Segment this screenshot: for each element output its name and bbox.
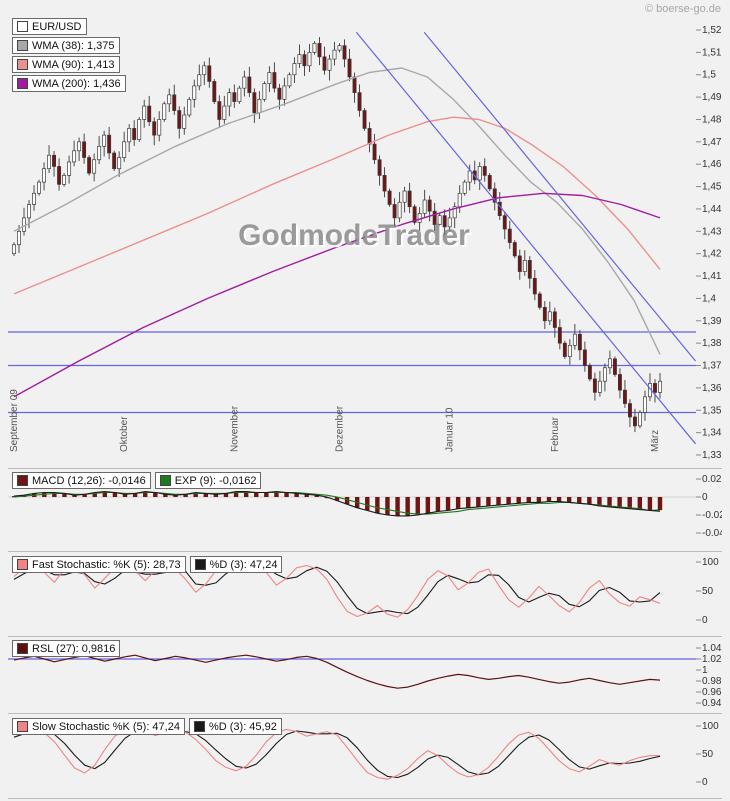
fast-d-swatch <box>194 559 206 570</box>
svg-text:1,51: 1,51 <box>702 47 722 58</box>
rsl-legend: RSL (27): 0,9816 <box>12 640 121 657</box>
svg-text:1,5: 1,5 <box>702 70 716 81</box>
price-panel: 1,52 1,51 1,5 1,49 1,48 1,47 1,46 1,45 1,44 1,43 1… <box>8 16 722 468</box>
price-chart-canvas: 1,52 1,51 1,5 1,49 1,48 1,47 1,46 1,45 1,44 1,43 1… <box>8 25 722 461</box>
legend-entry-macd: MACD (12,26): -0,0146 <box>12 472 151 489</box>
fast-k-swatch <box>17 559 28 570</box>
svg-text:50: 50 <box>702 586 714 597</box>
legend-label-exp: EXP (9): -0,0162 <box>174 474 257 487</box>
legend-entry-exp: EXP (9): -0,0162 <box>154 472 262 489</box>
svg-text:0.94: 0.94 <box>702 698 722 709</box>
svg-text:-0.02: -0.02 <box>702 510 722 521</box>
svg-text:0: 0 <box>702 492 708 503</box>
wma200-swatch <box>17 78 28 89</box>
svg-text:1,43: 1,43 <box>702 226 722 237</box>
slow-k-swatch <box>17 721 28 732</box>
site-watermark: © boerse-go.de <box>645 3 721 15</box>
svg-text:1,47: 1,47 <box>702 137 722 148</box>
svg-text:1,46: 1,46 <box>702 159 722 170</box>
svg-text:Januar 10: Januar 10 <box>445 407 456 452</box>
svg-text:1: 1 <box>702 665 708 676</box>
macd-legend: MACD (12,26): -0,0146 EXP (9): -0,0162 <box>12 472 262 489</box>
svg-text:0.02: 0.02 <box>702 474 722 485</box>
svg-text:1,36: 1,36 <box>702 383 722 394</box>
legend-label-rsl: RSL (27): 0,9816 <box>32 642 116 655</box>
svg-text:100: 100 <box>702 557 719 568</box>
symbol-swatch <box>17 21 28 32</box>
legend-label-slow-d: %D (3): 45,92 <box>208 720 277 733</box>
svg-text:1,39: 1,39 <box>702 316 722 327</box>
legend-entry-wma38: WMA (38): 1,375 <box>12 37 120 54</box>
svg-text:100: 100 <box>702 721 719 732</box>
svg-text:Dezember: Dezember <box>335 405 346 452</box>
svg-text:1,37: 1,37 <box>702 361 722 372</box>
svg-text:November: November <box>229 405 240 452</box>
svg-text:Februar: Februar <box>550 416 561 452</box>
legend-label-wma90: WMA (90): 1,413 <box>32 58 115 71</box>
svg-text:1,52: 1,52 <box>702 25 722 36</box>
svg-text:1,33: 1,33 <box>702 450 722 461</box>
svg-text:1.02: 1.02 <box>702 654 722 665</box>
legend-label-fast-k: Fast Stochastic: %K (5): 28,73 <box>32 558 181 571</box>
svg-text:0: 0 <box>702 615 708 626</box>
legend-entry-wma200: WMA (200): 1,436 <box>12 75 126 92</box>
exp-swatch <box>159 475 171 486</box>
legend-label-wma38: WMA (38): 1,375 <box>32 39 115 52</box>
svg-text:1,41: 1,41 <box>702 271 722 282</box>
svg-text:50: 50 <box>702 749 714 760</box>
svg-text:1.04: 1.04 <box>702 643 722 654</box>
wma90-swatch <box>17 59 28 70</box>
legend-entry-rsl: RSL (27): 0,9816 <box>12 640 121 657</box>
legend-entry-fast-k: Fast Stochastic: %K (5): 28,73 <box>12 556 186 573</box>
svg-text:1,35: 1,35 <box>702 405 722 416</box>
legend-label-symbol: EUR/USD <box>32 20 82 33</box>
slow-stochastic-legend: Slow Stochastic %K (5): 47,24 %D (3): 45… <box>12 718 282 735</box>
svg-text:September 09: September 09 <box>9 389 20 452</box>
legend-label-macd: MACD (12,26): -0,0146 <box>32 474 146 487</box>
svg-text:1,4: 1,4 <box>702 293 716 304</box>
svg-text:März: März <box>650 430 661 452</box>
candles <box>12 37 662 433</box>
fast-stochastic-legend: Fast Stochastic: %K (5): 28,73 %D (3): 4… <box>12 556 283 573</box>
svg-text:1,42: 1,42 <box>702 249 722 260</box>
svg-text:1,49: 1,49 <box>702 92 722 103</box>
legend-entry-slow-k: Slow Stochastic %K (5): 47,24 <box>12 718 185 735</box>
svg-text:1,34: 1,34 <box>702 428 722 439</box>
svg-text:GodmodeTrader: GodmodeTrader <box>238 219 470 252</box>
legend-label-wma200: WMA (200): 1,436 <box>32 77 121 90</box>
svg-text:0.96: 0.96 <box>702 687 722 698</box>
legend-entry-wma90: WMA (90): 1,413 <box>12 56 120 73</box>
svg-text:GodmodeTrader: GodmodeTrader <box>240 221 472 254</box>
legend-entry-slow-d: %D (3): 45,92 <box>188 718 282 735</box>
legend-label-fast-d: %D (3): 47,24 <box>209 558 278 571</box>
svg-text:1,44: 1,44 <box>702 204 722 215</box>
legend-label-slow-k: Slow Stochastic %K (5): 47,24 <box>32 720 180 733</box>
price-legend: EUR/USD WMA (38): 1,375 WMA (90): 1,413 … <box>12 18 126 92</box>
legend-entry-symbol: EUR/USD <box>12 18 87 35</box>
svg-text:Oktober: Oktober <box>119 416 130 452</box>
rsl-swatch <box>17 643 28 654</box>
svg-text:1,45: 1,45 <box>702 182 722 193</box>
macd-panel: 0.02 0 -0.02 -0.04 <box>8 468 722 551</box>
legend-entry-fast-d: %D (3): 47,24 <box>189 556 283 573</box>
svg-text:0: 0 <box>702 777 708 788</box>
wma38-swatch <box>17 40 28 51</box>
macd-canvas: 0.02 0 -0.02 -0.04 <box>8 474 722 539</box>
macd-swatch <box>17 475 28 486</box>
rsl-panel: 1.04 1.02 1 0.98 0.96 0.94 <box>8 636 722 713</box>
svg-text:0.98: 0.98 <box>702 676 722 687</box>
svg-text:1,48: 1,48 <box>702 114 722 125</box>
slow-d-swatch <box>193 721 205 732</box>
svg-text:-0.04: -0.04 <box>702 528 722 539</box>
svg-text:1,38: 1,38 <box>702 338 722 349</box>
